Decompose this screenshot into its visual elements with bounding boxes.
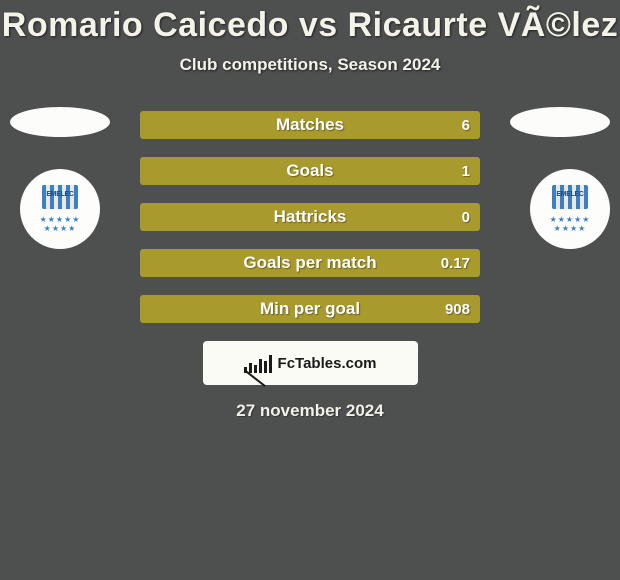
stat-label: Min per goal: [140, 299, 480, 319]
stat-value-right: 908: [445, 301, 470, 318]
brand-box: FcTables.com: [203, 341, 418, 385]
stat-label: Matches: [140, 115, 480, 135]
club-stars-left: ★★★★★★★★★: [32, 215, 88, 233]
stat-value-right: 6: [462, 117, 470, 134]
stat-value-right: 1: [462, 163, 470, 180]
fctables-chart-icon: [244, 353, 272, 373]
club-badge-right: EMELEC ★★★★★★★★★: [530, 169, 610, 249]
stat-bar: Matches6: [140, 111, 480, 139]
stat-bar: Goals per match0.17: [140, 249, 480, 277]
stat-value-right: 0: [462, 209, 470, 226]
stat-bar: Goals1: [140, 157, 480, 185]
club-name-left: EMELEC: [32, 191, 88, 198]
stat-bar: Hattricks0: [140, 203, 480, 231]
club-name-right: EMELEC: [542, 191, 598, 198]
stat-value-right: 0.17: [441, 255, 470, 272]
stat-label: Goals: [140, 161, 480, 181]
club-stars-right: ★★★★★★★★★: [542, 215, 598, 233]
stat-label: Hattricks: [140, 207, 480, 227]
brand-text: FcTables.com: [278, 355, 377, 372]
stats-area: EMELEC ★★★★★★★★★ EMELEC ★★★★★★★★★ Matche…: [0, 111, 620, 421]
stat-label: Goals per match: [140, 253, 480, 273]
stat-bars: Matches6Goals1Hattricks0Goals per match0…: [140, 111, 480, 323]
player-avatar-right: [510, 107, 610, 137]
player-avatar-left: [10, 107, 110, 137]
page-subtitle: Club competitions, Season 2024: [0, 55, 620, 75]
stat-bar: Min per goal908: [140, 295, 480, 323]
page-title: Romario Caicedo vs Ricaurte VÃ©lez: [0, 0, 620, 45]
date-text: 27 november 2024: [0, 401, 620, 421]
club-badge-left: EMELEC ★★★★★★★★★: [20, 169, 100, 249]
emelec-logo-icon: EMELEC ★★★★★★★★★: [542, 181, 598, 237]
emelec-logo-icon: EMELEC ★★★★★★★★★: [32, 181, 88, 237]
